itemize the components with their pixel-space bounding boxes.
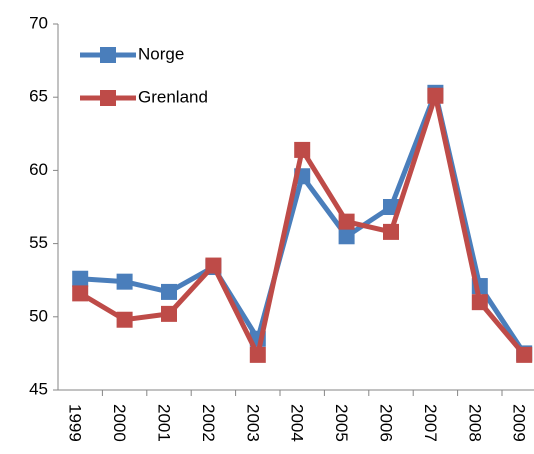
point-marker <box>383 223 399 240</box>
y-tick-label: 45 <box>29 379 48 398</box>
y-tick-label: 55 <box>29 233 48 252</box>
x-tick-label: 2001 <box>155 404 174 442</box>
y-tick-label: 60 <box>29 160 48 179</box>
point-marker <box>72 270 89 287</box>
x-tick-label: 2008 <box>465 404 484 442</box>
legend-marker <box>100 90 116 106</box>
y-tick-label: 70 <box>29 13 48 32</box>
x-tick-label: 2006 <box>377 404 396 442</box>
legend-marker <box>100 47 116 63</box>
legend-label: Grenland <box>138 87 208 106</box>
point-marker <box>161 305 177 322</box>
x-tick-label: 2009 <box>510 404 529 442</box>
y-tick-label: 65 <box>29 87 48 106</box>
point-marker <box>427 87 444 104</box>
x-tick-label: 2007 <box>421 404 440 442</box>
point-marker <box>338 228 355 245</box>
x-tick-label: 1999 <box>66 404 85 442</box>
point-marker <box>72 285 89 302</box>
point-marker <box>116 273 133 290</box>
point-marker <box>338 213 355 230</box>
point-marker <box>161 283 177 300</box>
x-tick-label: 2004 <box>288 404 307 442</box>
x-tick-label: 2002 <box>199 404 218 442</box>
y-tick-label: 50 <box>29 306 48 325</box>
point-marker <box>116 311 133 328</box>
point-marker <box>249 346 266 363</box>
x-tick-label: 2003 <box>243 404 262 442</box>
point-marker <box>516 346 533 363</box>
point-marker <box>471 294 488 311</box>
point-marker <box>383 199 399 215</box>
legend-label: Norge <box>138 44 184 63</box>
series-line <box>78 93 527 358</box>
point-marker <box>205 257 222 274</box>
x-tick-label: 2005 <box>332 404 351 442</box>
point-marker <box>294 141 311 158</box>
x-tick-label: 2000 <box>110 404 129 442</box>
